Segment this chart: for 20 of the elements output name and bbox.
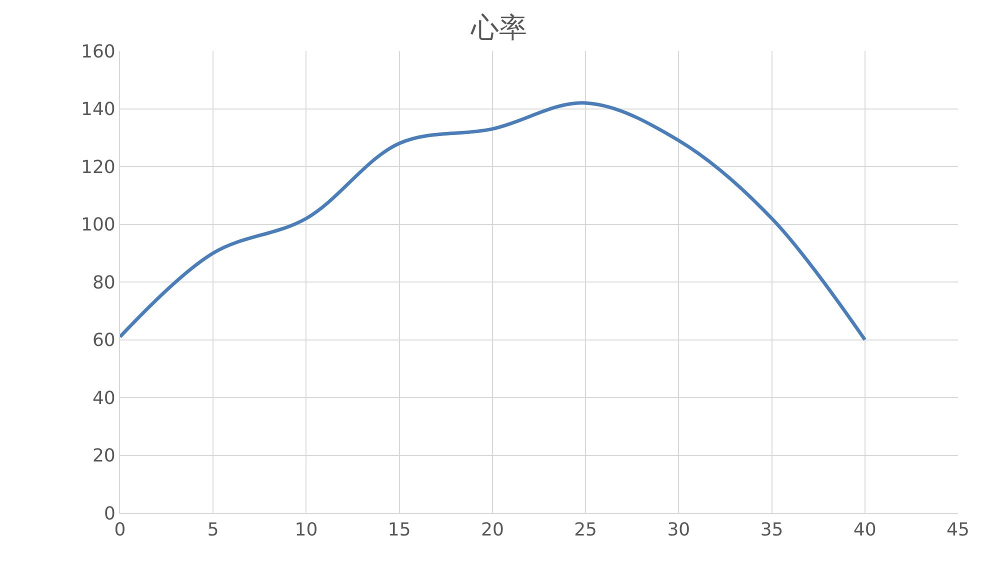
y-tick-label: 140 (81, 99, 116, 120)
y-tick-label: 100 (81, 214, 116, 236)
line-series (120, 101, 867, 342)
x-tick-label: 35 (760, 520, 784, 541)
y-tick-label: 0 (104, 503, 116, 524)
y-tick-label: 160 (81, 41, 116, 62)
y-tick-label: 20 (92, 446, 116, 467)
x-tick-label: 5 (207, 520, 219, 541)
y-tick-label: 120 (81, 156, 116, 178)
x-tick-label: 10 (294, 520, 318, 541)
x-tick-label: 30 (667, 520, 690, 541)
x-tick-label: 20 (480, 520, 504, 541)
x-tick-label: 45 (946, 520, 970, 541)
y-tick-label: 60 (92, 330, 116, 352)
x-tick-label: 40 (853, 520, 876, 541)
x-tick-label: 25 (574, 520, 598, 541)
chart-title: 心率 (470, 11, 527, 44)
y-tick-label: 40 (92, 388, 116, 409)
y-tick-label: 80 (92, 272, 116, 294)
x-tick-label: 15 (388, 520, 411, 541)
